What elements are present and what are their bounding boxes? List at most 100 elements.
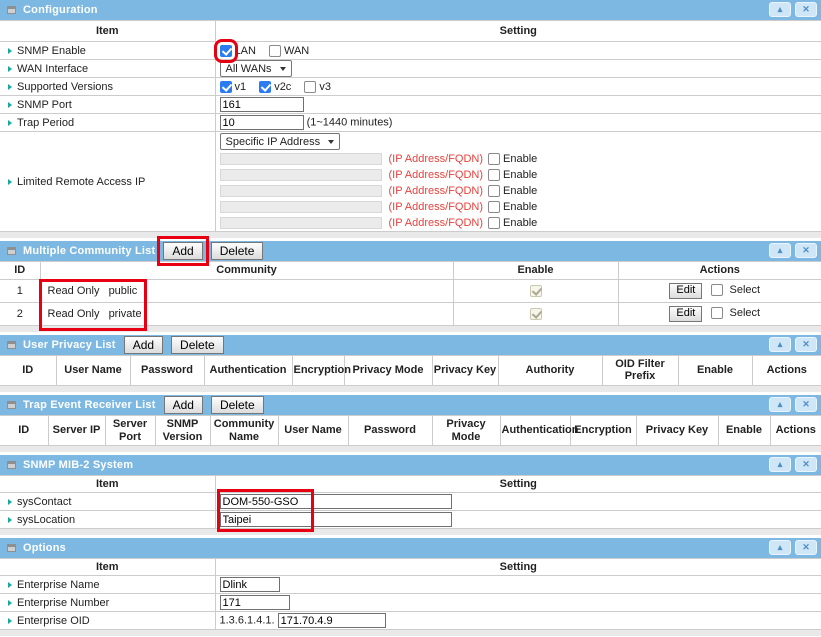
close-icon[interactable]: ✕ (795, 396, 817, 412)
section-icon (7, 461, 16, 470)
trap-add-button[interactable]: Add (163, 395, 203, 414)
remote-ip-enable-checkbox-1[interactable] (488, 152, 501, 165)
trap-col: Authentication (499, 414, 579, 447)
remote-ip-row: (IP Address/FQDN) Enable (216, 215, 821, 230)
upl-col: Authority (497, 354, 603, 386)
community-col-community: Community (39, 261, 454, 280)
trap-col: Password (347, 414, 433, 447)
user-privacy-panel: User Privacy List Add Delete ▴ ✕ ID User… (0, 334, 821, 392)
enterprise-number-input[interactable] (219, 595, 290, 611)
community-add-button[interactable]: Add (157, 236, 209, 266)
community-actions-cell: Edit Select (617, 301, 821, 326)
syscontact-input[interactable] (219, 494, 452, 510)
remote-ip-input-2[interactable] (219, 168, 382, 181)
edit-button[interactable]: Edit (669, 305, 703, 322)
community-access-type: Read Only (47, 284, 100, 297)
community-access-type: Read Only (47, 307, 100, 320)
enterprise-oid-input[interactable] (277, 613, 386, 629)
ip-fqdn-hint: (IP Address/FQDN) (388, 168, 484, 181)
community-col-id: ID (0, 261, 41, 280)
community-actions-cell: Edit Select (617, 278, 821, 303)
window-buttons: ▴ ✕ (769, 2, 817, 17)
supported-versions-setting-cell: v1 v2c v3 (215, 77, 821, 96)
panel-footer-strip (0, 385, 821, 392)
section-icon (7, 544, 16, 553)
trap-receiver-table: ID Server IP Server Port SNMP Version Co… (0, 414, 821, 447)
setting-column-header: Setting (215, 20, 821, 42)
community-enable-cell (452, 278, 619, 303)
item-arrow-icon (8, 65, 12, 72)
remote-access-mode-select[interactable]: Specific IP Address (219, 133, 341, 150)
close-icon[interactable]: ✕ (795, 336, 817, 352)
collapse-icon[interactable]: ▴ (769, 2, 791, 17)
remote-ip-input-1[interactable] (219, 152, 382, 165)
trap-period-label-cell: Trap Period (0, 113, 216, 132)
remote-ip-input-3[interactable] (219, 184, 382, 197)
trap-receiver-title: Trap Event Receiver List (23, 398, 156, 411)
close-icon[interactable]: ✕ (795, 2, 817, 17)
configuration-table: Item Setting SNMP Enable LAN WAN WAN Int… (0, 20, 821, 232)
remote-ip-input-5[interactable] (219, 216, 382, 229)
syscontact-setting-cell (215, 492, 821, 512)
remote-ip-enable-checkbox-3[interactable] (488, 184, 501, 197)
mib2-title: SNMP MIB-2 System (23, 459, 134, 472)
select-caret-icon (279, 66, 286, 71)
community-delete-button[interactable]: Delete (210, 242, 264, 260)
wan-interface-label-cell: WAN Interface (0, 59, 216, 78)
v1-checkbox[interactable] (219, 80, 232, 93)
item-column-header: Item (0, 20, 216, 42)
remote-ip-enable-checkbox-4[interactable] (488, 200, 501, 213)
lan-label: LAN (234, 44, 256, 57)
trap-col: Privacy Key (635, 414, 719, 447)
enterprise-name-label-cell: Enterprise Name (0, 575, 216, 595)
wan-checkbox[interactable] (268, 44, 281, 57)
user-privacy-delete-button[interactable]: Delete (171, 335, 224, 354)
v3-checkbox[interactable] (304, 80, 317, 93)
user-privacy-title: User Privacy List (23, 338, 116, 351)
trap-col: Server IP (47, 414, 106, 447)
close-icon[interactable]: ✕ (795, 540, 817, 556)
upl-col: Authentication (203, 354, 293, 386)
ip-fqdn-hint: (IP Address/FQDN) (388, 152, 484, 165)
v2c-checkbox[interactable] (259, 80, 272, 93)
options-table: Item Setting Enterprise Name Enterprise … (0, 558, 821, 631)
collapse-icon[interactable]: ▴ (769, 457, 791, 473)
trap-col: SNMP Version (154, 414, 211, 447)
user-privacy-add-button[interactable]: Add (123, 335, 164, 354)
upl-col: Privacy Key (431, 354, 499, 386)
collapse-icon[interactable]: ▴ (769, 396, 791, 412)
close-icon[interactable]: ✕ (795, 457, 817, 473)
edit-button[interactable]: Edit (669, 282, 703, 299)
upl-col: OID Filter Prefix (601, 354, 679, 386)
remote-ip-enable-checkbox-5[interactable] (488, 216, 501, 229)
wan-interface-select[interactable]: All WANs (219, 60, 292, 77)
select-checkbox[interactable] (711, 284, 724, 297)
item-arrow-icon (8, 581, 12, 588)
user-privacy-header-bar: User Privacy List Add Delete ▴ ✕ (0, 334, 821, 355)
upl-col: Actions (751, 354, 821, 386)
trap-delete-button[interactable]: Delete (210, 395, 264, 414)
community-list-header-bar: Multiple Community List Add Delete ▴ ✕ (0, 236, 821, 266)
community-list-title: Multiple Community List (23, 245, 156, 257)
setting-column-header: Setting (215, 558, 821, 577)
remote-ip-enable-checkbox-2[interactable] (488, 168, 501, 181)
enterprise-number-setting-cell (215, 593, 821, 613)
collapse-icon[interactable]: ▴ (769, 540, 791, 556)
lan-checkbox[interactable] (213, 38, 238, 63)
item-arrow-icon (8, 498, 12, 505)
v3-label: v3 (319, 80, 331, 93)
community-col-enable: Enable (452, 261, 619, 280)
remote-ip-input-4[interactable] (219, 200, 382, 213)
syslocation-input[interactable] (219, 512, 452, 528)
snmp-port-input[interactable] (219, 97, 304, 112)
enterprise-name-input[interactable] (219, 577, 280, 593)
collapse-icon[interactable]: ▴ (769, 336, 791, 352)
collapse-icon[interactable]: ▴ (769, 243, 791, 258)
select-checkbox[interactable] (711, 307, 724, 320)
close-icon[interactable]: ✕ (795, 243, 817, 258)
community-row-community-cell: Read Only private (39, 301, 454, 326)
trap-period-input[interactable] (219, 115, 304, 130)
section-icon (7, 340, 16, 349)
trap-col: Enable (717, 414, 771, 447)
panel-footer-strip (0, 446, 821, 453)
